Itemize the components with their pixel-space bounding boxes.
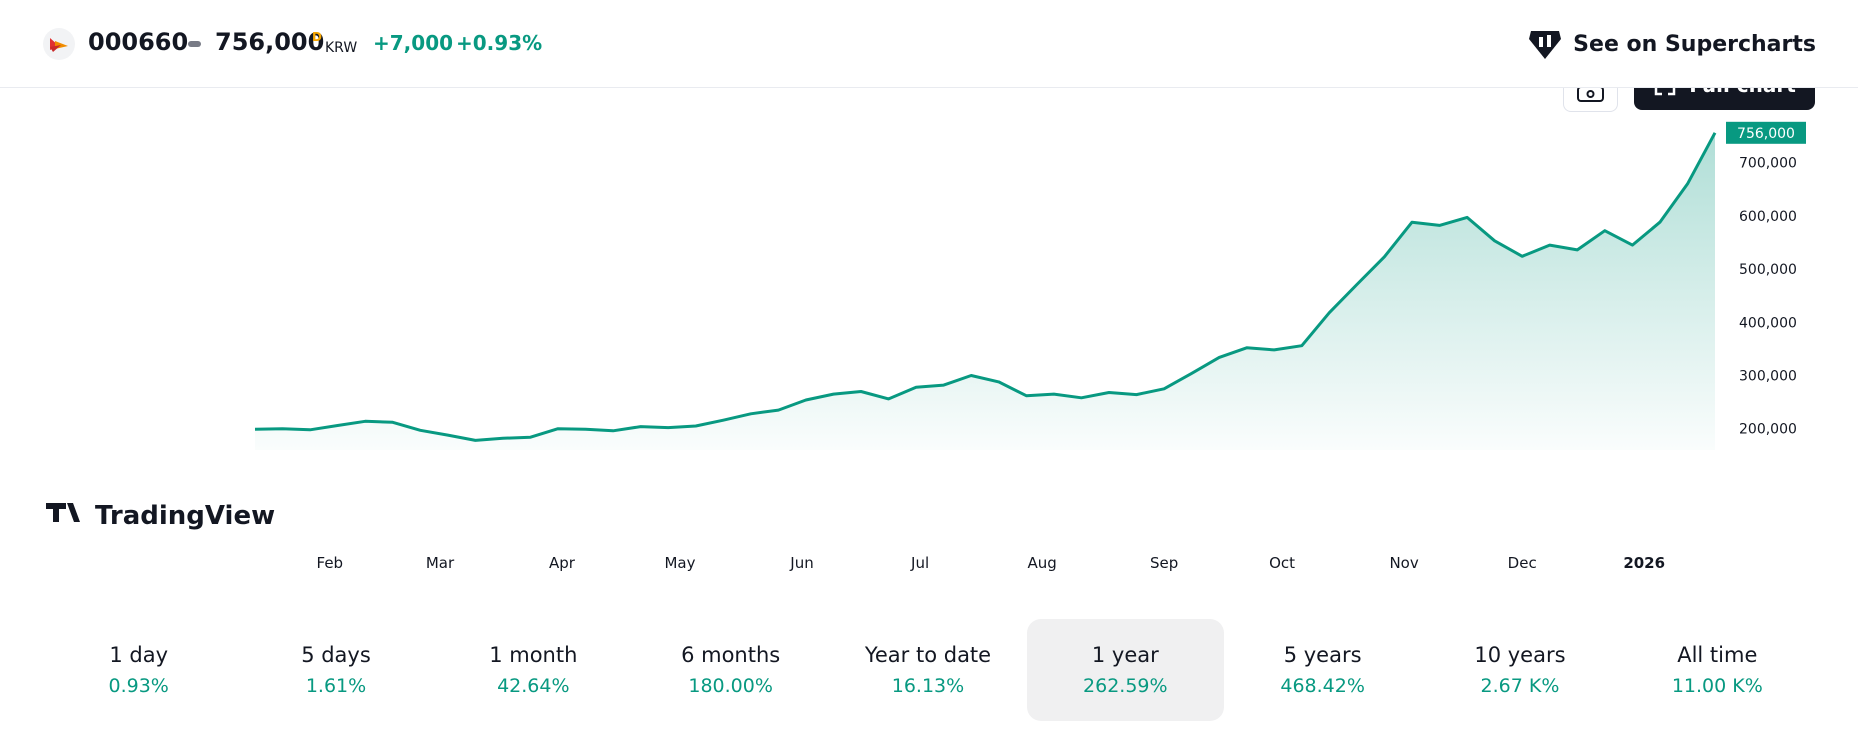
period-return: 468.42% xyxy=(1280,675,1365,697)
delayed-data-flag: D xyxy=(312,30,322,44)
period-label: 1 month xyxy=(489,643,578,667)
x-tick-label: Jun xyxy=(789,554,813,572)
period-tab[interactable]: Year to date 16.13% xyxy=(829,619,1026,721)
price-chart[interactable]: 200,000 300,000 400,000 500,000 600,000 700,0… xyxy=(0,100,1858,590)
period-tab[interactable]: 1 year 262.59% xyxy=(1026,619,1224,721)
x-tick-label: Jul xyxy=(910,554,929,572)
period-return: 262.59% xyxy=(1083,675,1168,697)
period-label: 5 years xyxy=(1283,643,1362,667)
period-label: 10 years xyxy=(1474,643,1566,667)
x-tick-label: May xyxy=(664,554,695,572)
price-change-percent: +0.93% xyxy=(456,31,543,55)
price-area xyxy=(255,132,1715,451)
period-label: All time xyxy=(1677,643,1758,667)
company-logo xyxy=(43,28,75,60)
supercharts-label: See on Supercharts xyxy=(1573,31,1816,57)
y-tick-label: 200,000 xyxy=(1739,422,1797,438)
period-return: 180.00% xyxy=(688,675,773,697)
period-return: 2.67 K% xyxy=(1480,675,1560,697)
x-tick-label: 2026 xyxy=(1623,554,1665,572)
period-label: 6 months xyxy=(681,643,781,667)
last-price-tag: 756,000 xyxy=(1726,121,1806,144)
svg-text:TradingView: TradingView xyxy=(95,501,275,531)
currency-label: KRW xyxy=(325,40,358,56)
period-tab[interactable]: 1 day 0.93% xyxy=(40,619,237,721)
last-price: 756,000 xyxy=(215,28,325,56)
period-return: 11.00 K% xyxy=(1671,675,1763,697)
symbol-header: 000660 756,000 D KRW +7,000 +0.93% See o… xyxy=(0,0,1858,88)
separator-dash xyxy=(188,41,201,47)
supercharts-icon xyxy=(1529,31,1562,59)
period-label: 1 day xyxy=(109,643,168,667)
x-tick-label: Mar xyxy=(426,554,455,572)
x-tick-label: Nov xyxy=(1389,554,1418,572)
y-tick-label: 700,000 xyxy=(1739,156,1797,172)
y-tick-label: 500,000 xyxy=(1739,262,1797,278)
period-label: Year to date xyxy=(864,643,992,667)
period-return: 42.64% xyxy=(497,675,570,697)
y-tick-label: 300,000 xyxy=(1739,369,1797,385)
x-axis: Feb Mar Apr May Jun Jul Aug Sep Oct Nov Dec 2026 xyxy=(317,554,1666,572)
period-tab[interactable]: 10 years 2.67 K% xyxy=(1421,619,1618,721)
x-tick-label: Sep xyxy=(1150,554,1178,572)
period-return: 1.61% xyxy=(305,675,367,697)
period-selector: 1 day 0.93% 5 days 1.61% 1 month 42.64% 6 mont… xyxy=(40,619,1816,721)
x-tick-label: Apr xyxy=(549,554,576,572)
x-tick-label: Aug xyxy=(1027,554,1056,572)
ticker-symbol: 000660 xyxy=(88,28,189,56)
period-tab[interactable]: 1 month 42.64% xyxy=(435,619,632,721)
see-on-supercharts-link[interactable]: See on Supercharts xyxy=(1527,27,1816,61)
x-tick-label: Dec xyxy=(1508,554,1537,572)
period-return: 0.93% xyxy=(108,675,169,697)
period-tab[interactable]: 5 days 1.61% xyxy=(237,619,434,721)
x-tick-label: Feb xyxy=(317,554,344,572)
price-line xyxy=(254,132,1717,442)
period-tab[interactable]: 5 years 468.42% xyxy=(1224,619,1421,721)
price-change: +7,000 xyxy=(373,31,454,55)
period-tab[interactable]: 6 months 180.00% xyxy=(632,619,829,721)
period-tab[interactable]: All time 11.00 K% xyxy=(1619,619,1816,721)
tradingview-watermark: TradingView xyxy=(46,501,275,531)
x-tick-label: Oct xyxy=(1269,554,1295,572)
period-return: 16.13% xyxy=(891,675,965,697)
period-label: 5 days xyxy=(301,643,371,667)
svg-text:756,000: 756,000 xyxy=(1737,126,1795,142)
y-tick-label: 600,000 xyxy=(1739,209,1797,225)
y-tick-label: 400,000 xyxy=(1739,315,1797,331)
y-axis: 200,000 300,000 400,000 500,000 600,000 700,0… xyxy=(1739,156,1797,438)
period-label: 1 year xyxy=(1091,643,1159,667)
